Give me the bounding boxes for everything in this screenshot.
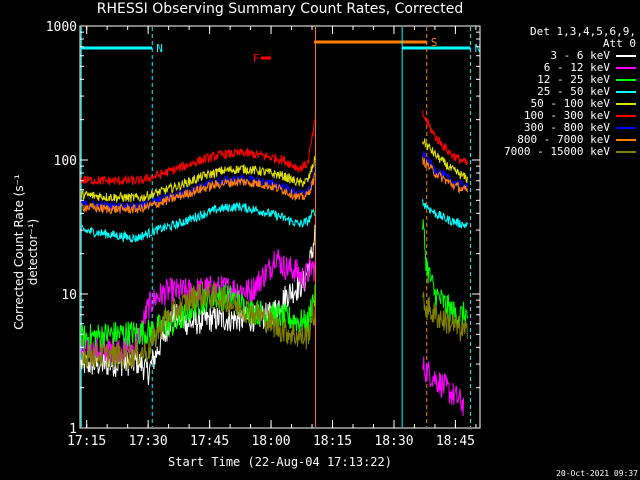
flag-label-S: S [431, 36, 438, 49]
legend-swatch [616, 67, 636, 69]
y-tick-label: 1 [69, 422, 77, 437]
x-axis-label: Start Time (22-Aug-04 17:13:22) [168, 455, 392, 469]
legend-entry: 25 - 50 keV [476, 86, 636, 98]
series-line-4 [80, 138, 468, 204]
legend-entry: 300 - 800 keV [476, 122, 636, 134]
flag-label-F: F [253, 52, 260, 65]
generation-timestamp: 20-Oct-2021 09:37 [556, 469, 638, 478]
x-tick-label: 18:45 [436, 434, 475, 449]
series-line-3 [80, 199, 468, 244]
legend-entry-label: 300 - 800 keV [523, 121, 610, 134]
flag-label-N: N [474, 42, 481, 55]
legend: Det 1,3,4,5,6,9, Att 0 3 - 6 keV 6 - 12 k… [476, 26, 636, 158]
x-tick-label: 18:30 [374, 434, 413, 449]
legend-entry: 6 - 12 keV [476, 62, 636, 74]
legend-swatch [616, 151, 636, 153]
chart-title: RHESSI Observing Summary Count Rates, Co… [96, 1, 464, 17]
legend-entry: 800 - 7000 keV [476, 134, 636, 146]
attenuator-lines [80, 27, 471, 427]
series-line-8 [80, 281, 468, 370]
legend-entries: 3 - 6 keV 6 - 12 keV 12 - 25 keV 25 - 50 ke… [476, 50, 636, 158]
x-tick-label: 18:15 [313, 434, 352, 449]
legend-swatch [616, 79, 636, 81]
legend-entry: 100 - 300 keV [476, 110, 636, 122]
legend-entry: 12 - 25 keV [476, 74, 636, 86]
axes: 1 10 100 1000 17:15 17:30 17:45 18:00 18:15 18:30… [46, 20, 481, 449]
legend-entry-label: 6 - 12 keV [543, 61, 610, 74]
legend-entry: 3 - 6 keV [476, 50, 636, 62]
legend-entry-label: 12 - 25 keV [537, 73, 610, 86]
flag-label-N: N [156, 42, 163, 55]
legend-entry-label: 100 - 300 keV [523, 109, 610, 122]
x-tick-label: 18:00 [251, 434, 290, 449]
plot-frame [79, 25, 481, 429]
y-axis-label: Corrected Count Rate (s⁻¹ detector⁻¹) [12, 174, 40, 330]
x-tick-label: 17:45 [190, 434, 229, 449]
legend-entry-label: 50 - 100 keV [530, 97, 610, 110]
legend-header-line-1: Det 1,3,4,5,6,9, [530, 25, 636, 38]
legend-swatch [616, 139, 636, 141]
flag-bars: N N S F [81, 36, 481, 65]
y-tick-label: 10 [61, 288, 77, 303]
series-line-5 [80, 110, 468, 186]
x-tick-label: 17:30 [129, 434, 168, 449]
series-line-7 [80, 156, 468, 215]
legend-entry-label: 3 - 6 keV [550, 49, 610, 62]
legend-entry-label: 800 - 7000 keV [517, 133, 610, 146]
y-tick-label: 1000 [46, 20, 77, 35]
legend-entry-label: 7000 - 15000 keV [504, 145, 610, 158]
legend-swatch [616, 55, 636, 57]
legend-entry: 7000 - 15000 keV [476, 146, 636, 158]
legend-entry-label: 25 - 50 keV [537, 85, 610, 98]
y-tick-label: 100 [54, 154, 77, 169]
legend-swatch [616, 127, 636, 129]
legend-header-line-2: Att 0 [602, 37, 636, 50]
legend-swatch [616, 103, 636, 105]
legend-swatch [616, 91, 636, 93]
x-tick-label: 17:15 [67, 434, 106, 449]
series-group [80, 110, 468, 417]
legend-entry: 50 - 100 keV [476, 98, 636, 110]
legend-swatch [616, 115, 636, 117]
